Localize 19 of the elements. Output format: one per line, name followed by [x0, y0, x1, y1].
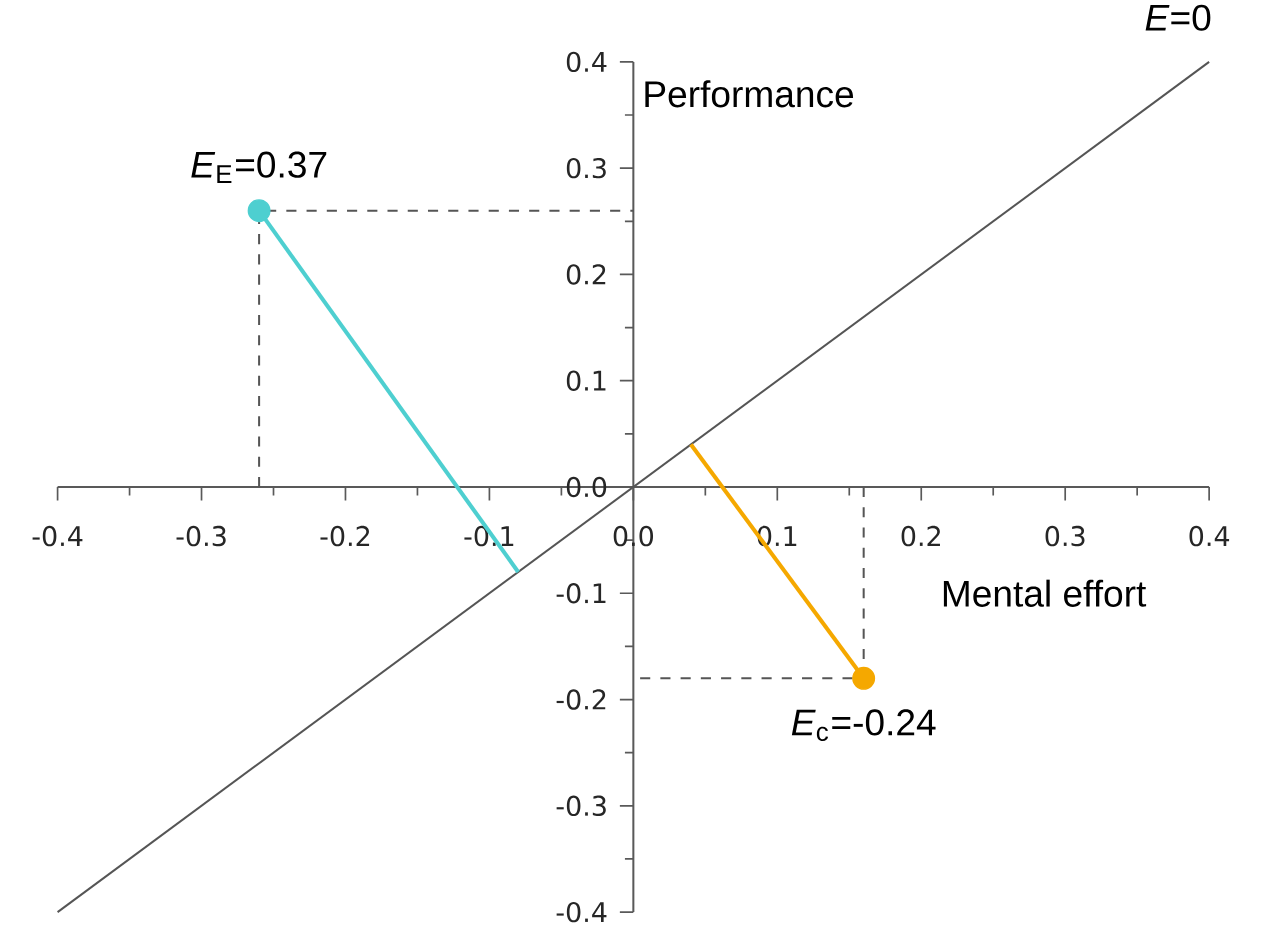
x-tick-label: 0.4 — [1189, 526, 1230, 547]
annotation: E=0 — [1145, 4, 1211, 32]
x-tick-label: -0.4 — [32, 526, 83, 547]
y-tick-label: 0.2 — [566, 264, 606, 285]
y-tick-label: -0.1 — [556, 583, 606, 604]
annotation: E$_{c}$=-0.24 — [791, 709, 936, 742]
x-tick-label: 0.3 — [1045, 526, 1085, 547]
y-axis-title: Performance — [645, 80, 854, 108]
y-tick-label: 0.4 — [566, 51, 607, 73]
y-tick-label: -0.2 — [556, 689, 606, 710]
annotation: E$_{E}$=0.37 — [191, 151, 327, 184]
y-tick-label: 0.3 — [566, 158, 606, 179]
y-tick-label: 0.1 — [566, 370, 606, 392]
y-tick-label: -0.3 — [556, 795, 606, 817]
x-tick-label: -0.3 — [176, 526, 226, 547]
x-axis-title: Mental effort — [943, 579, 1147, 608]
x-tick-label: 0.2 — [901, 526, 940, 547]
y-tick-label: -0.4 — [556, 902, 607, 923]
x-tick-label: -0.2 — [320, 526, 370, 547]
